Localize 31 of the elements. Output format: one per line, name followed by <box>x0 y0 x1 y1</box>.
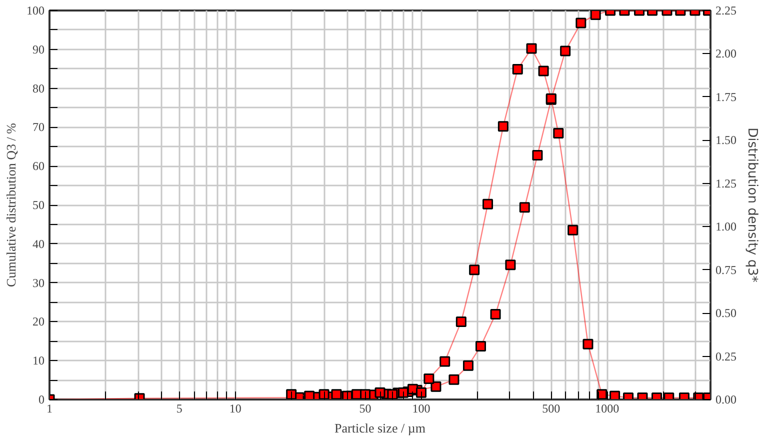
y-tick-label: 10 <box>32 354 44 368</box>
y-tick-label: 100 <box>26 4 44 18</box>
y2-tick-label: 2.25 <box>716 4 736 18</box>
x-tick-label: 50 <box>359 402 372 416</box>
x-tick-label: 1 <box>46 402 52 416</box>
y2-tick-label: 1.50 <box>716 133 736 148</box>
y-tick-label: 60 <box>32 159 44 174</box>
x-tick-label: 100 <box>412 402 430 416</box>
x-tick-label: 10 <box>229 402 242 416</box>
y-tick-label: 40 <box>32 236 44 251</box>
y2-tick-label: 2.00 <box>716 46 736 61</box>
x-tick-label: 1000 <box>595 402 620 416</box>
y-axis-title: Cumulative distribution Q3 / % <box>4 122 18 287</box>
y-tick-label: 30 <box>32 276 44 290</box>
x-tick-label: 500 <box>542 402 560 416</box>
y2-tick-label: 1.25 <box>716 176 736 190</box>
y-tick-label: 0 <box>38 392 44 406</box>
y2-axis-title: Distribution density q3* <box>744 128 760 283</box>
y2-tick-label: 0.00 <box>716 392 736 406</box>
y2-tick-label: 1.00 <box>716 220 736 234</box>
y-tick-label: 80 <box>32 81 44 96</box>
y2-tick-label: 0.25 <box>716 349 736 364</box>
y2-tick-label: 0.50 <box>716 306 736 320</box>
y2-tick-label: 0.75 <box>716 262 736 277</box>
x-axis-title: Particle size / µm <box>334 420 426 436</box>
y-tick-label: 50 <box>32 198 44 212</box>
x-tick-label: 5 <box>176 402 182 416</box>
y2-tick-label: 1.75 <box>716 90 736 104</box>
y-tick-label: 70 <box>32 120 44 134</box>
y-tick-label: 20 <box>32 314 44 329</box>
y-tick-label: 90 <box>32 42 44 56</box>
